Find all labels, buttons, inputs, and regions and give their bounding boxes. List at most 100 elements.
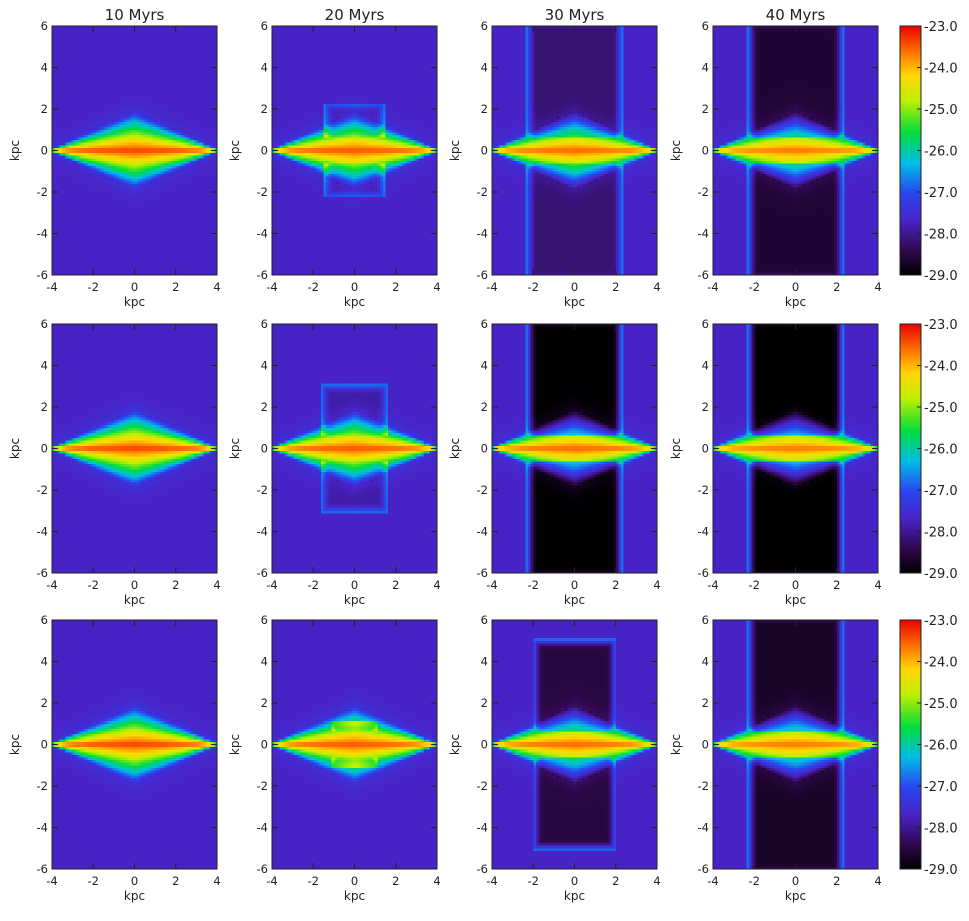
x-tick-label: 4: [653, 578, 660, 592]
y-tick-label: 2: [481, 696, 488, 710]
x-tick-label: -4: [707, 280, 718, 294]
x-tick-label: -2: [88, 578, 99, 592]
x-tick-label: 4: [653, 280, 660, 294]
x-tick-label: 2: [833, 280, 840, 294]
y-tick-label: -4: [257, 821, 268, 835]
colorbar-tick-label: -23.0: [924, 318, 958, 333]
y-tick-label: 4: [261, 359, 268, 373]
colorbar-tick-label: -26.0: [924, 145, 958, 160]
y-tick-label: 4: [41, 359, 48, 373]
y-tick-label: -6: [477, 268, 488, 282]
x-tick-label: 4: [653, 874, 660, 888]
x-axis-label: kpc: [124, 295, 145, 309]
x-tick-label: 0: [131, 280, 138, 294]
x-tick-label: 0: [792, 280, 799, 294]
y-tick-label: 2: [481, 400, 488, 414]
y-tick-label: 0: [702, 144, 709, 158]
x-tick-label: 0: [571, 874, 578, 888]
x-tick-label: -4: [46, 280, 57, 294]
y-tick-label: 0: [41, 144, 48, 158]
column-title: 40 Myrs: [766, 6, 826, 24]
x-tick-label: -4: [486, 280, 497, 294]
y-tick-label: 6: [702, 317, 709, 331]
x-tick-label: -4: [266, 874, 277, 888]
x-tick-label: -2: [528, 874, 539, 888]
x-tick-label: 2: [833, 578, 840, 592]
colorbar-tick-label: -29.0: [924, 863, 958, 878]
colorbar-2: -23.0-24.0-25.0-26.0-27.0-28.0-29.0: [900, 614, 958, 878]
y-tick-label: -4: [698, 525, 709, 539]
y-tick-label: -2: [477, 185, 488, 199]
y-tick-label: 6: [41, 317, 48, 331]
colorbar-0: -23.0-24.0-25.0-26.0-27.0-28.0-29.0: [900, 20, 958, 284]
x-tick-label: 4: [433, 874, 440, 888]
colorbar-tick-label: -26.0: [924, 739, 958, 754]
x-tick-label: -2: [308, 578, 319, 592]
y-axis-label: kpc: [228, 734, 242, 755]
x-tick-label: 0: [792, 578, 799, 592]
y-tick-label: -6: [257, 566, 268, 580]
x-tick-label: -2: [528, 578, 539, 592]
colorbar-tick-label: -24.0: [924, 656, 958, 671]
y-tick-label: 2: [261, 696, 268, 710]
y-tick-label: 2: [41, 102, 48, 116]
x-tick-label: -2: [528, 280, 539, 294]
colorbar-1: -23.0-24.0-25.0-26.0-27.0-28.0-29.0: [900, 318, 958, 582]
x-tick-label: -4: [486, 578, 497, 592]
y-axis-label: kpc: [448, 140, 462, 161]
y-tick-label: -4: [37, 227, 48, 241]
y-tick-label: -4: [698, 227, 709, 241]
x-tick-label: 2: [392, 874, 399, 888]
y-tick-label: -4: [477, 227, 488, 241]
panel-2-1: [272, 620, 437, 869]
y-axis-label: kpc: [8, 438, 22, 459]
y-tick-label: -6: [257, 268, 268, 282]
colorbar-tick-label: -28.0: [924, 526, 958, 541]
y-tick-label: 0: [702, 442, 709, 456]
x-tick-label: 4: [213, 280, 220, 294]
x-tick-label: -4: [266, 280, 277, 294]
y-tick-label: -4: [257, 525, 268, 539]
y-tick-label: -2: [698, 483, 709, 497]
y-tick-label: 6: [481, 613, 488, 627]
y-tick-label: 0: [41, 442, 48, 456]
x-tick-label: 2: [172, 578, 179, 592]
colorbar-tick-label: -25.0: [924, 697, 958, 712]
colorbar-tick-label: -24.0: [924, 360, 958, 375]
y-tick-label: 6: [41, 19, 48, 33]
y-tick-label: 6: [261, 19, 268, 33]
y-tick-label: 4: [41, 655, 48, 669]
y-tick-label: 2: [702, 696, 709, 710]
y-axis-label: kpc: [228, 140, 242, 161]
panel-0-3: [713, 26, 878, 275]
y-axis-label: kpc: [669, 140, 683, 161]
x-tick-label: 4: [213, 578, 220, 592]
x-tick-label: -4: [707, 874, 718, 888]
x-axis-label: kpc: [344, 295, 365, 309]
panel-1-2: [492, 324, 657, 573]
colorbar-tick-label: -28.0: [924, 228, 958, 243]
y-tick-label: -6: [37, 566, 48, 580]
y-tick-label: 2: [481, 102, 488, 116]
y-tick-label: 4: [702, 655, 709, 669]
x-tick-label: -4: [486, 874, 497, 888]
colorbar-tick-label: -24.0: [924, 62, 958, 77]
y-tick-label: 2: [702, 102, 709, 116]
y-tick-label: -6: [257, 862, 268, 876]
y-tick-label: 0: [261, 738, 268, 752]
y-tick-label: 6: [481, 19, 488, 33]
panel-0-0: [52, 26, 217, 275]
y-tick-label: -4: [37, 821, 48, 835]
y-axis-label: kpc: [8, 734, 22, 755]
panel-2-0: [52, 620, 217, 869]
x-tick-label: -2: [749, 578, 760, 592]
panel-2-3: [713, 620, 878, 869]
y-tick-label: -6: [698, 862, 709, 876]
y-tick-label: 2: [702, 400, 709, 414]
column-title: 10 Myrs: [105, 6, 165, 24]
y-tick-label: -4: [477, 525, 488, 539]
y-axis-label: kpc: [448, 438, 462, 459]
y-tick-label: -6: [698, 268, 709, 282]
y-tick-label: -4: [477, 821, 488, 835]
x-tick-label: -4: [46, 578, 57, 592]
